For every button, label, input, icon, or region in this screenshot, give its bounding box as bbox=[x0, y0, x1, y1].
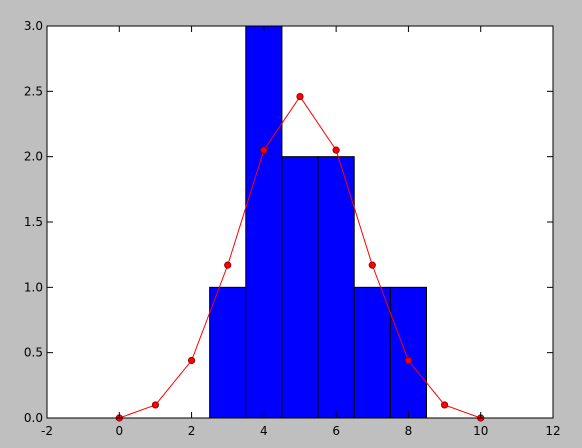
x-tick-label: 8 bbox=[405, 424, 413, 438]
x-tick-label: 12 bbox=[545, 424, 560, 438]
data-point bbox=[260, 146, 268, 154]
y-tick-label: 2.0 bbox=[24, 150, 43, 164]
x-tick-label: 4 bbox=[260, 424, 268, 438]
bars-group bbox=[209, 25, 428, 419]
y-tick-label: 0.5 bbox=[24, 346, 43, 360]
y-tick-label: 0.0 bbox=[24, 411, 43, 425]
data-point bbox=[296, 92, 304, 101]
histogram-bar bbox=[281, 156, 319, 419]
x-tick-label: 6 bbox=[332, 424, 340, 438]
y-tick-label: 1.5 bbox=[24, 215, 43, 229]
data-point bbox=[224, 261, 232, 269]
x-tick-label: 0 bbox=[115, 424, 123, 438]
histogram-bar bbox=[209, 286, 247, 419]
x-axis-ticks: -2 0 2 4 6 8 10 12 bbox=[41, 26, 561, 438]
histogram-bar bbox=[353, 286, 391, 419]
x-tick-label: -2 bbox=[41, 424, 53, 438]
data-point bbox=[368, 261, 376, 269]
data-point bbox=[440, 401, 449, 409]
y-tick-label: 2.5 bbox=[24, 84, 43, 98]
y-tick-label: 3.0 bbox=[24, 19, 43, 33]
data-point bbox=[151, 401, 160, 409]
data-point bbox=[187, 356, 196, 365]
x-tick-label: 10 bbox=[473, 424, 488, 438]
histogram-bar bbox=[389, 286, 428, 419]
histogram-bar bbox=[317, 156, 355, 419]
histogram-bar bbox=[245, 25, 283, 419]
y-tick-label: 1.0 bbox=[24, 280, 43, 294]
y-axis-ticks: 0.0 0.5 1.0 1.5 2.0 2.5 3.0 bbox=[24, 19, 553, 425]
data-point bbox=[404, 356, 413, 365]
data-point bbox=[332, 146, 340, 154]
x-tick-label: 2 bbox=[188, 424, 196, 438]
